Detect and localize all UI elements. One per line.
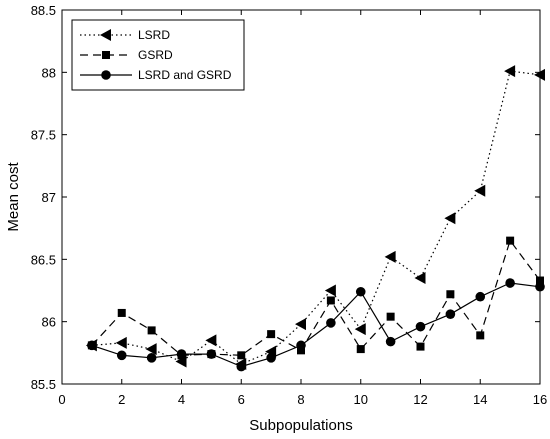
data-point-2 <box>506 236 515 245</box>
legend-label: GSRD <box>138 48 173 62</box>
x-tick-label: 6 <box>238 392 245 407</box>
data-point-3 <box>266 353 276 363</box>
data-point-2 <box>267 330 276 339</box>
data-point-3 <box>116 350 127 361</box>
data-point-2 <box>237 351 246 360</box>
data-point-1 <box>115 336 127 349</box>
data-point-1 <box>534 68 545 81</box>
legend-marker <box>100 29 111 41</box>
series-group <box>85 65 545 372</box>
data-point-2 <box>536 276 544 285</box>
data-point-3 <box>355 286 366 297</box>
data-point-2 <box>356 345 365 354</box>
y-tick-label: 88 <box>42 65 56 80</box>
legend: LSRD GSRD LSRD and GSRD <box>71 19 245 91</box>
y-tick-label: 85.5 <box>31 377 56 392</box>
data-point-2 <box>476 331 485 340</box>
legend-marker <box>101 70 111 80</box>
data-point-1 <box>504 65 516 78</box>
legend-label: LSRD and GSRD <box>138 68 232 82</box>
x-axis-label: Subpopulations <box>249 417 352 434</box>
y-tick-label: 86 <box>42 315 56 330</box>
data-point-1 <box>444 212 456 225</box>
x-tick-label: 2 <box>118 392 125 407</box>
data-point-1 <box>295 318 306 331</box>
x-tick-label: 0 <box>58 392 65 407</box>
data-point-1 <box>474 184 486 197</box>
data-point-1 <box>384 250 396 263</box>
x-tick-label: 12 <box>413 392 427 407</box>
x-tick-label: 4 <box>178 392 185 407</box>
data-point-3 <box>445 309 456 319</box>
axis-ticks: 0 2 4 6 8 10 12 14 16 85.5 86 86.5 87 87.5 88 88.5 <box>31 3 548 407</box>
data-point-1 <box>414 272 426 285</box>
data-point-2 <box>416 342 425 351</box>
data-point-3 <box>236 361 247 372</box>
data-point-3 <box>176 349 187 359</box>
series-line-3 <box>91 282 541 368</box>
y-axis-label: Mean cost <box>5 162 22 232</box>
y-tick-label: 88.5 <box>31 3 56 18</box>
data-point-3 <box>385 336 396 347</box>
y-tick-label: 87 <box>42 190 56 205</box>
data-point-1 <box>205 334 217 347</box>
data-point-3 <box>475 291 486 302</box>
x-tick-label: 16 <box>533 392 547 407</box>
x-tick-label: 10 <box>354 392 368 407</box>
data-point-3 <box>415 321 426 332</box>
y-tick-label: 86.5 <box>31 252 56 267</box>
series-line-2 <box>91 239 541 356</box>
data-point-3 <box>296 340 306 351</box>
data-point-2 <box>326 296 335 305</box>
data-point-3 <box>146 353 157 363</box>
data-point-3 <box>326 318 336 328</box>
data-point-2 <box>117 308 126 317</box>
x-tick-label: 14 <box>473 392 487 407</box>
data-point-2 <box>386 312 395 321</box>
legend-marker <box>102 51 110 59</box>
y-tick-label: 87.5 <box>31 128 56 143</box>
x-tick-label: 8 <box>297 392 304 407</box>
data-point-2 <box>297 346 305 355</box>
data-point-1 <box>324 284 336 297</box>
data-point-2 <box>446 290 455 299</box>
data-point-1 <box>145 343 157 356</box>
data-point-3 <box>87 340 97 351</box>
data-point-3 <box>535 281 545 292</box>
data-point-2 <box>147 326 156 335</box>
data-point-3 <box>505 278 515 288</box>
legend-label: LSRD <box>138 28 170 42</box>
data-point-1 <box>354 323 366 336</box>
data-point-3 <box>206 349 217 359</box>
